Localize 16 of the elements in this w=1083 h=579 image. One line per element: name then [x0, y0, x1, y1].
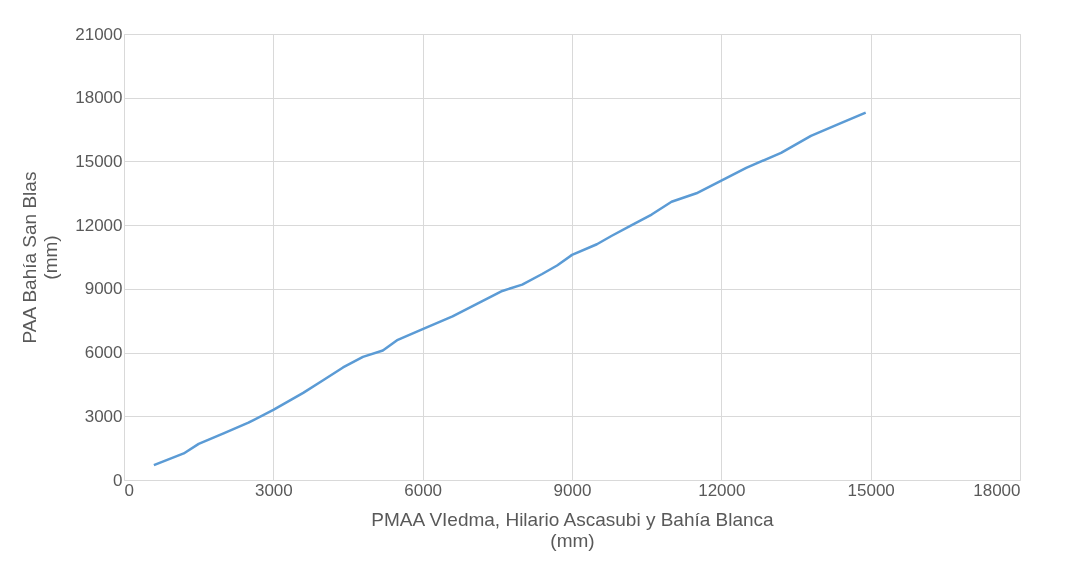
y-axis-title: PAA Bahía San Blas (mm): [19, 171, 62, 344]
x-axis-title: PMAA VIedma, Hilario Ascasubi y Bahía Blanca (mm): [371, 508, 775, 551]
y-tick-label: 9000: [84, 279, 123, 299]
y-tick-label: 3000: [84, 406, 123, 426]
x-tick-label: 9000: [553, 480, 592, 500]
y-tick-label: 18000: [75, 88, 123, 108]
y-tick-label: 6000: [84, 343, 123, 363]
x-tick-label: 12000: [698, 480, 746, 500]
x-tick-label: 6000: [404, 480, 443, 500]
y-tick-label: 12000: [75, 215, 123, 235]
line-series: [152, 111, 867, 467]
x-tick-label: 18000: [973, 480, 1021, 500]
x-tick-label: 3000: [254, 480, 293, 500]
x-tick-label: 15000: [847, 480, 895, 500]
y-tick-label: 15000: [75, 151, 123, 171]
y-tick-label: 21000: [75, 24, 123, 44]
